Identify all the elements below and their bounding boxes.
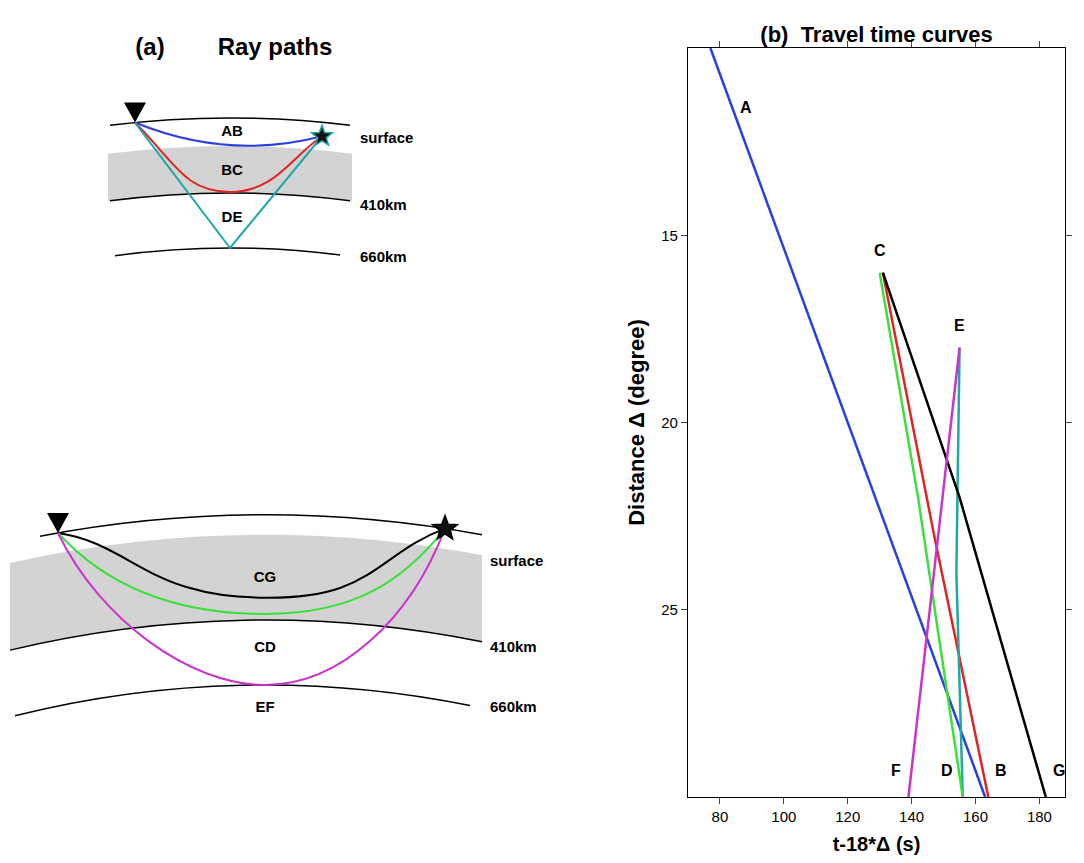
svg-text:(a): (a) [135,33,164,60]
svg-text:E: E [954,317,965,334]
svg-text:160: 160 [963,808,988,825]
svg-text:(b) Travel time curves: (b) Travel time curves [760,22,992,47]
svg-text:410km: 410km [360,196,407,213]
svg-text:100: 100 [771,808,796,825]
svg-text:BC: BC [221,161,243,178]
svg-text:25: 25 [661,601,678,618]
svg-text:EF: EF [255,698,274,715]
svg-text:20: 20 [661,414,678,431]
svg-text:surface: surface [490,552,543,569]
svg-text:CG: CG [254,568,277,585]
svg-text:660km: 660km [360,248,407,265]
svg-text:120: 120 [835,808,860,825]
svg-text:D: D [941,762,953,779]
svg-text:t-18*Δ (s): t-18*Δ (s) [833,833,921,855]
svg-text:80: 80 [712,808,729,825]
svg-text:15: 15 [661,227,678,244]
svg-text:F: F [891,762,901,779]
svg-text:140: 140 [899,808,924,825]
svg-text:Ray paths: Ray paths [218,33,333,60]
svg-text:AB: AB [221,122,243,139]
svg-text:410km: 410km [490,638,537,655]
svg-text:G: G [1053,762,1065,779]
svg-text:surface: surface [360,129,413,146]
svg-text:B: B [995,762,1007,779]
svg-text:180: 180 [1027,808,1052,825]
svg-text:A: A [740,99,752,116]
svg-text:DE: DE [222,208,243,225]
svg-text:C: C [874,242,886,259]
svg-text:CD: CD [254,638,276,655]
svg-text:660km: 660km [490,698,537,715]
svg-text:Distance Δ (degree): Distance Δ (degree) [624,319,649,526]
